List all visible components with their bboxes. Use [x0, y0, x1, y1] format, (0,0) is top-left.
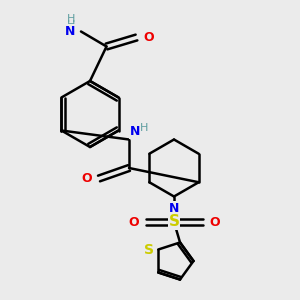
Text: O: O — [209, 215, 220, 229]
Text: N: N — [130, 125, 140, 138]
Text: H: H — [67, 14, 76, 24]
Text: S: S — [169, 214, 179, 230]
Text: O: O — [82, 172, 92, 185]
Text: O: O — [143, 31, 154, 44]
Text: O: O — [128, 215, 139, 229]
Text: S: S — [144, 242, 154, 256]
Text: N: N — [65, 25, 76, 38]
Text: H: H — [67, 20, 76, 30]
Text: N: N — [169, 202, 179, 215]
Text: H: H — [140, 123, 148, 133]
